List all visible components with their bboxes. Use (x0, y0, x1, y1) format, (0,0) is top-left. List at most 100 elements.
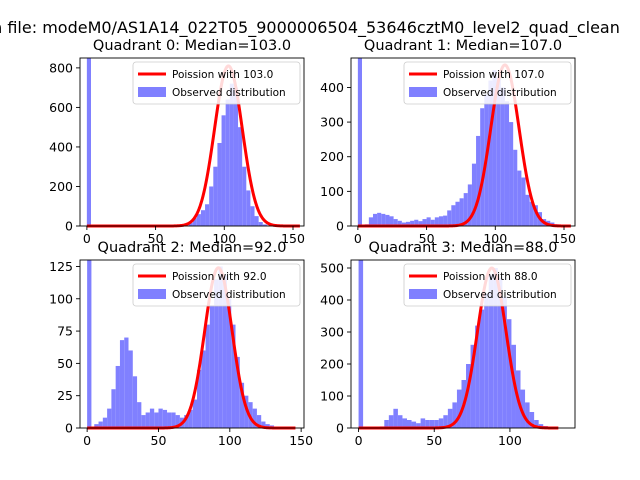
histogram-bar (188, 409, 193, 428)
y-tick-label: 600 (49, 100, 73, 115)
histogram-bar (397, 220, 402, 226)
histogram-bar (534, 420, 539, 428)
histogram-bar (525, 194, 530, 226)
histogram-bar (205, 204, 210, 226)
histogram-bar (411, 421, 417, 428)
quadrant-1-panel: Quadrant 1: Median=107.0 0 50 100 150 0 100 200… (320, 38, 576, 246)
panel-title: Quadrant 2: Median=92.0 (98, 240, 287, 256)
histogram-bar (397, 415, 403, 428)
histogram-bar (233, 87, 239, 226)
histogram-bar (459, 198, 464, 226)
histogram-bar (402, 418, 407, 428)
y-tick-label: 300 (320, 325, 344, 340)
legend-hist-label: Observed distribution (172, 289, 286, 301)
histogram-bar (456, 389, 462, 428)
histogram-bar (128, 350, 133, 428)
histogram-bar (124, 337, 129, 428)
y-tick-label: 500 (320, 261, 344, 276)
histogram-bar (239, 382, 245, 428)
quadrant-0-panel: Quadrant 0: Median=103.0 0 50 100 150 0 200 400… (49, 38, 305, 246)
histogram-bar (381, 213, 386, 226)
histogram-bar (529, 201, 534, 226)
histogram-bar (538, 424, 544, 428)
histogram-bar (213, 166, 218, 226)
histogram-bar (188, 223, 193, 226)
legend-hist-label: Observed distribution (443, 87, 557, 99)
histogram-bar (484, 293, 489, 428)
legend-fit-label: Poission with 92.0 (172, 271, 267, 283)
histogram-bar (137, 402, 142, 428)
legend-fit-label: Poission with 103.0 (172, 69, 273, 81)
histogram-bar (476, 135, 481, 226)
histogram-bar (94, 424, 99, 428)
y-tick-label: 0 (336, 421, 344, 436)
histogram-bar (377, 212, 382, 226)
histogram-bar (488, 274, 494, 428)
legend-box (132, 61, 301, 105)
histogram-bar (262, 224, 267, 226)
histogram-bar (261, 421, 266, 428)
y-tick-label: 0 (336, 219, 344, 234)
legend-hist-swatch (409, 87, 437, 97)
histogram-bar (357, 58, 362, 226)
histogram-bar (438, 418, 444, 428)
y-tick-label: 125 (49, 259, 73, 274)
y-tick-label: 200 (320, 357, 344, 372)
y-tick-label: 300 (320, 115, 344, 130)
y-tick-label: 200 (320, 149, 344, 164)
legend: Poission with 92.0 Observed distribution (132, 263, 301, 307)
x-tick-label: 50 (151, 433, 167, 448)
legend-hist-swatch (138, 289, 166, 299)
histogram-bar (209, 305, 215, 428)
histogram-bar (467, 184, 472, 226)
histogram-bar (384, 420, 389, 428)
histogram-bar (407, 420, 412, 428)
histogram-bar (115, 365, 120, 428)
histogram-bar (196, 369, 202, 428)
histogram-bar (145, 412, 150, 428)
histogram-bar (443, 415, 448, 428)
histogram-bar (119, 340, 125, 428)
histogram-bar (520, 389, 526, 428)
legend-fit-label: Poission with 88.0 (443, 271, 538, 283)
histogram-bar (141, 415, 146, 428)
histogram-bar (254, 216, 259, 226)
histogram-bar (250, 206, 255, 226)
histogram-bar (222, 275, 227, 428)
histogram-bar (205, 324, 210, 428)
histogram-bar (201, 350, 206, 428)
histogram-bar (171, 412, 176, 428)
histogram-bar (418, 221, 423, 226)
histogram-bar (425, 420, 430, 428)
histogram-bar (410, 220, 415, 226)
legend-box (403, 263, 572, 307)
histogram-bar (420, 418, 426, 428)
histogram-bar (209, 186, 214, 226)
quadrant-2-panel: Quadrant 2: Median=92.0 0 50 100 150 0 25 50 75 1… (49, 240, 313, 448)
histogram-bar (102, 417, 108, 428)
legend-fit-label: Poission with 107.0 (443, 69, 544, 81)
histogram-bar (218, 266, 223, 428)
histogram-bar (217, 142, 222, 226)
x-tick-label: 100 (498, 433, 522, 448)
histogram-bar (235, 356, 240, 428)
histogram-bar (86, 58, 91, 226)
histogram-bar (470, 344, 476, 428)
x-tick-label: 100 (483, 231, 507, 246)
histogram-bar (479, 309, 485, 428)
histogram-bar (500, 87, 505, 226)
histogram-bar (246, 190, 251, 226)
histogram-bar (167, 412, 172, 428)
histogram-bar (463, 193, 468, 226)
x-tick-label: 50 (148, 231, 164, 246)
histogram-bar (225, 99, 230, 226)
histogram-bar (533, 205, 538, 226)
histogram-bar (430, 219, 435, 226)
histogram-bar (502, 296, 507, 428)
histogram-bar (214, 279, 219, 428)
y-tick-label: 200 (49, 179, 73, 194)
histogram-bar (434, 420, 439, 428)
x-tick-label: 150 (289, 433, 313, 448)
x-tick-label: 150 (552, 231, 576, 246)
